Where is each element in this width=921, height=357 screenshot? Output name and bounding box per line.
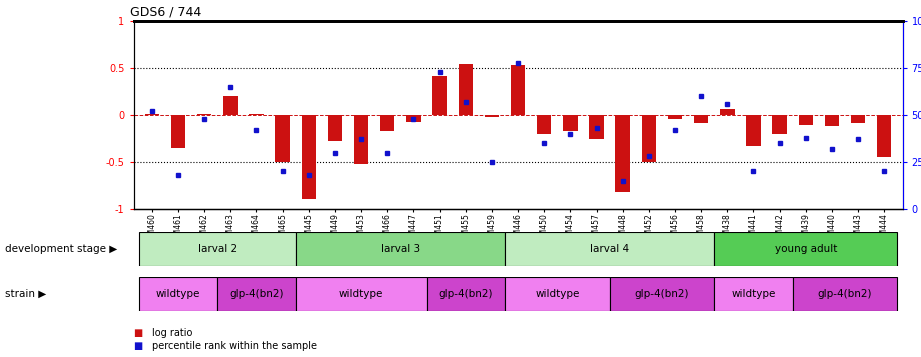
Bar [793,277,897,311]
Text: log ratio: log ratio [152,328,192,338]
Bar [851,115,866,123]
Bar [197,114,211,115]
Bar [505,232,715,266]
Text: ■: ■ [134,341,143,351]
Bar [615,115,630,192]
Bar [746,115,761,146]
Bar [642,115,656,162]
Bar [406,115,421,122]
Text: larval 2: larval 2 [198,244,237,254]
Bar [380,115,394,131]
Bar [589,115,604,139]
Bar [511,65,525,115]
Bar [296,277,426,311]
Text: wildtype: wildtype [339,288,383,299]
Text: ■: ■ [134,328,143,338]
Text: strain ▶: strain ▶ [5,289,46,299]
Bar [694,115,708,123]
Bar [610,277,715,311]
Text: glp-4(bn2): glp-4(bn2) [818,288,872,299]
Text: glp-4(bn2): glp-4(bn2) [229,288,284,299]
Text: glp-4(bn2): glp-4(bn2) [635,288,689,299]
Bar [799,115,813,125]
Text: development stage ▶: development stage ▶ [5,244,117,254]
Text: percentile rank within the sample: percentile rank within the sample [152,341,317,351]
Text: wildtype: wildtype [731,288,775,299]
Bar [250,114,263,115]
Bar [459,64,473,115]
Text: GDS6 / 744: GDS6 / 744 [130,6,201,19]
Bar [720,109,735,115]
Text: glp-4(bn2): glp-4(bn2) [438,288,493,299]
Text: wildtype: wildtype [535,288,579,299]
Bar [301,115,316,200]
Bar [668,115,682,119]
Bar [484,115,499,117]
Bar [170,115,185,148]
Bar [139,277,217,311]
Bar [877,115,892,157]
Bar [715,232,897,266]
Text: larval 4: larval 4 [590,244,629,254]
Text: larval 3: larval 3 [380,244,420,254]
Bar [773,115,787,134]
Bar [432,76,447,115]
Bar [328,115,343,141]
Bar [505,277,610,311]
Bar [354,115,368,164]
Bar [825,115,839,126]
Text: wildtype: wildtype [156,288,200,299]
Bar [426,277,505,311]
Text: young adult: young adult [775,244,837,254]
Bar [139,232,296,266]
Bar [563,115,577,131]
Bar [223,96,238,115]
Bar [537,115,552,134]
Bar [217,277,296,311]
Bar [296,232,505,266]
Bar [275,115,290,162]
Bar [715,277,793,311]
Bar [145,114,159,115]
